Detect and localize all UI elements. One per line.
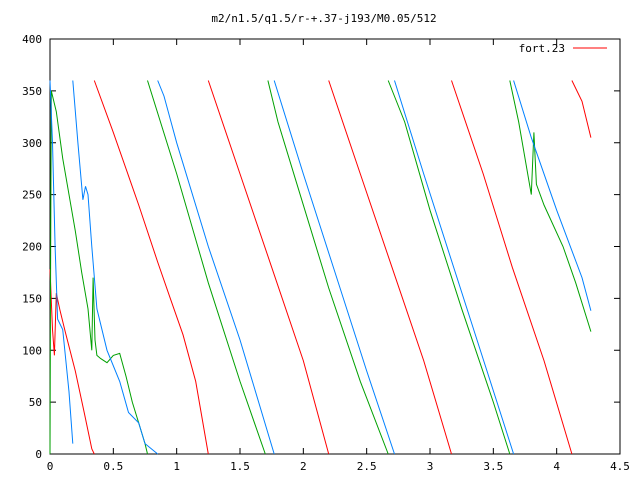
x-tick-label: 4 — [553, 460, 560, 473]
x-tick-label: 0 — [47, 460, 54, 473]
series-1-line-3 — [387, 80, 511, 455]
series-2-line-5 — [513, 80, 592, 311]
y-tick-label: 150 — [22, 292, 42, 305]
series-1-line-1 — [147, 80, 266, 455]
series-2-line-0 — [49, 80, 74, 444]
y-tick-label: 50 — [29, 396, 42, 409]
series-0-line-1 — [93, 80, 209, 455]
y-tick-label: 250 — [22, 189, 42, 202]
x-tick-label: 2 — [300, 460, 307, 473]
x-tick-label: 1 — [173, 460, 180, 473]
y-tick-label: 300 — [22, 137, 42, 150]
series-1-line-0 — [49, 90, 148, 455]
axis-ticks — [49, 38, 621, 455]
series-0-line-2 — [207, 80, 330, 455]
plot-frame — [49, 38, 621, 455]
series-2-line-1 — [72, 80, 159, 455]
x-tick-label: 2.5 — [357, 460, 377, 473]
series-2-line-2 — [157, 80, 275, 455]
y-tick-label: 400 — [22, 33, 42, 46]
x-tick-label: 0.5 — [103, 460, 123, 473]
legend: fort.23 — [519, 42, 607, 55]
series-0 — [49, 80, 592, 455]
x-tick-label: 3 — [427, 460, 434, 473]
y-tick-label: 0 — [35, 448, 42, 461]
series-1-line-4 — [509, 80, 592, 332]
chart-title: m2/n1.5/q1.5/r-+.37-j193/M0.05/512 — [211, 12, 436, 25]
series-1 — [49, 80, 592, 455]
series-2-line-4 — [394, 80, 515, 455]
x-tick-label: 4.5 — [610, 460, 630, 473]
series-2 — [49, 80, 592, 455]
y-tick-label: 350 — [22, 85, 42, 98]
series-2-line-3 — [273, 80, 395, 455]
axis-tick-labels: 0 0.5 1 1.5 2 2.5 3 3.5 4 4.5 0 50 100 150 200 250 300 35… — [22, 33, 630, 473]
legend-label-fort-23: fort.23 — [519, 42, 565, 55]
series-0-line-0 — [49, 269, 95, 455]
series-1-line-2 — [267, 80, 389, 455]
y-tick-label: 200 — [22, 241, 42, 254]
y-tick-label: 100 — [22, 344, 42, 357]
series-layer — [49, 80, 592, 455]
series-0-line-5 — [571, 80, 592, 138]
series-0-line-4 — [451, 80, 573, 455]
series-0-line-3 — [328, 80, 452, 455]
x-tick-label: 3.5 — [483, 460, 503, 473]
x-tick-label: 1.5 — [230, 460, 250, 473]
